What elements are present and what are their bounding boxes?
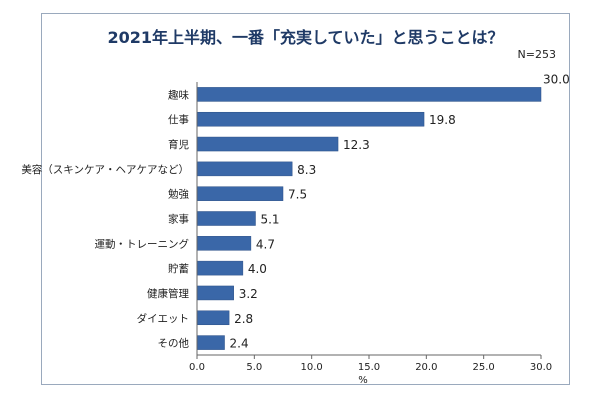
category-label-1: 仕事 xyxy=(168,113,189,126)
bar-7 xyxy=(196,260,244,276)
category-label-5: 家事 xyxy=(168,213,189,226)
value-label-3: 8.3 xyxy=(297,163,316,177)
bar-4 xyxy=(196,186,284,201)
category-label-7: 貯蓄 xyxy=(168,263,189,275)
bar-10 xyxy=(196,335,225,350)
value-label-2: 12.3 xyxy=(343,138,370,152)
x-tick-label-4: 20.0 xyxy=(415,362,437,373)
chart-title: 2021年上半期、一番「充実していた」と思うことは？ xyxy=(107,28,504,47)
bar-5 xyxy=(196,211,256,226)
chart-frame xyxy=(41,13,570,385)
category-label-3: 美容（スキンケア・ヘアケアなど） xyxy=(21,163,189,176)
value-label-9: 2.8 xyxy=(234,312,253,326)
value-label-1: 19.8 xyxy=(429,113,456,127)
sample-size-note: N=253 xyxy=(517,48,556,61)
category-label-2: 育児 xyxy=(168,138,189,151)
category-label-10: その他 xyxy=(158,337,190,350)
x-tick-label-3: 15.0 xyxy=(358,362,380,373)
bar-3 xyxy=(196,161,293,177)
bar-1 xyxy=(196,111,425,127)
value-label-8: 3.2 xyxy=(239,287,258,301)
x-axis-label: % xyxy=(358,375,368,386)
value-label-0: 30.0 xyxy=(543,72,570,86)
category-label-0: 趣味 xyxy=(168,88,189,101)
category-label-9: ダイエット xyxy=(137,312,189,325)
category-label-4: 勉強 xyxy=(168,188,189,201)
x-tick-label-5: 25.0 xyxy=(473,362,495,373)
category-label-8: 健康管理 xyxy=(147,287,189,300)
x-tick-label-1: 5.0 xyxy=(246,362,262,373)
bar-9 xyxy=(196,310,230,326)
category-label-6: 運動・トレーニング xyxy=(95,237,190,250)
value-label-4: 7.5 xyxy=(288,188,307,202)
value-label-6: 4.7 xyxy=(256,237,275,251)
bar-8 xyxy=(196,285,234,301)
x-tick-label-0: 0.0 xyxy=(189,362,205,373)
value-label-7: 4.0 xyxy=(248,262,267,276)
value-label-10: 2.4 xyxy=(230,337,249,351)
x-tick-label-6: 30.0 xyxy=(530,362,552,373)
value-label-5: 5.1 xyxy=(260,213,279,227)
bar-2 xyxy=(196,136,339,152)
bar-6 xyxy=(196,236,252,251)
x-tick-label-2: 10.0 xyxy=(301,362,323,373)
bar-0 xyxy=(196,87,542,102)
